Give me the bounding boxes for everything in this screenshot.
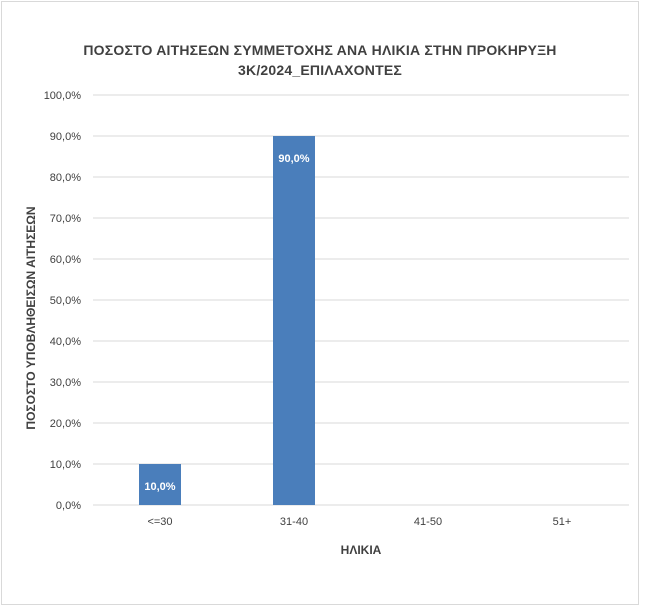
x-tick-label: 51+	[553, 516, 572, 528]
data-label: 90,0%	[278, 153, 309, 165]
chart-title-line-2: 3Κ/2024_ΕΠΙΛΑΧΟΝΤΕΣ	[238, 62, 402, 78]
y-tick-label: 40,0%	[50, 336, 81, 348]
chart-title: ΠΟΣΟΣΤΟ ΑΙΤΗΣΕΩΝ ΣΥΜΜΕΤΟΧΗΣ ΑΝΑ ΗΛΙΚΙΑ Σ…	[0, 40, 640, 80]
bar	[273, 136, 315, 505]
y-tick-label: 80,0%	[50, 172, 81, 184]
y-axis-title: ΠΟΣΟΣΤΟ ΥΠΟΒΛΗΘΕΙΣΩΝ ΑΙΤΗΣΕΩΝ	[24, 206, 38, 430]
y-tick-label: 20,0%	[50, 418, 81, 430]
x-tick-label: <=30	[147, 516, 172, 528]
bar	[139, 464, 181, 505]
chart-title-line-1: ΠΟΣΟΣΤΟ ΑΙΤΗΣΕΩΝ ΣΥΜΜΕΤΟΧΗΣ ΑΝΑ ΗΛΙΚΙΑ Σ…	[83, 42, 557, 58]
y-tick-label: 0,0%	[56, 500, 81, 512]
x-tick-label: 31-40	[280, 516, 308, 528]
y-tick-label: 90,0%	[50, 131, 81, 143]
y-tick-label: 60,0%	[50, 254, 81, 266]
x-axis-title: ΗΛΙΚΙΑ	[340, 543, 382, 557]
y-tick-label: 30,0%	[50, 377, 81, 389]
x-tick-label: 41-50	[414, 516, 442, 528]
y-tick-label: 70,0%	[50, 213, 81, 225]
data-label: 10,0%	[144, 481, 175, 493]
chart-frame	[1, 1, 639, 605]
y-tick-label: 10,0%	[50, 459, 81, 471]
y-tick-label: 100,0%	[44, 90, 82, 102]
y-tick-label: 50,0%	[50, 295, 81, 307]
